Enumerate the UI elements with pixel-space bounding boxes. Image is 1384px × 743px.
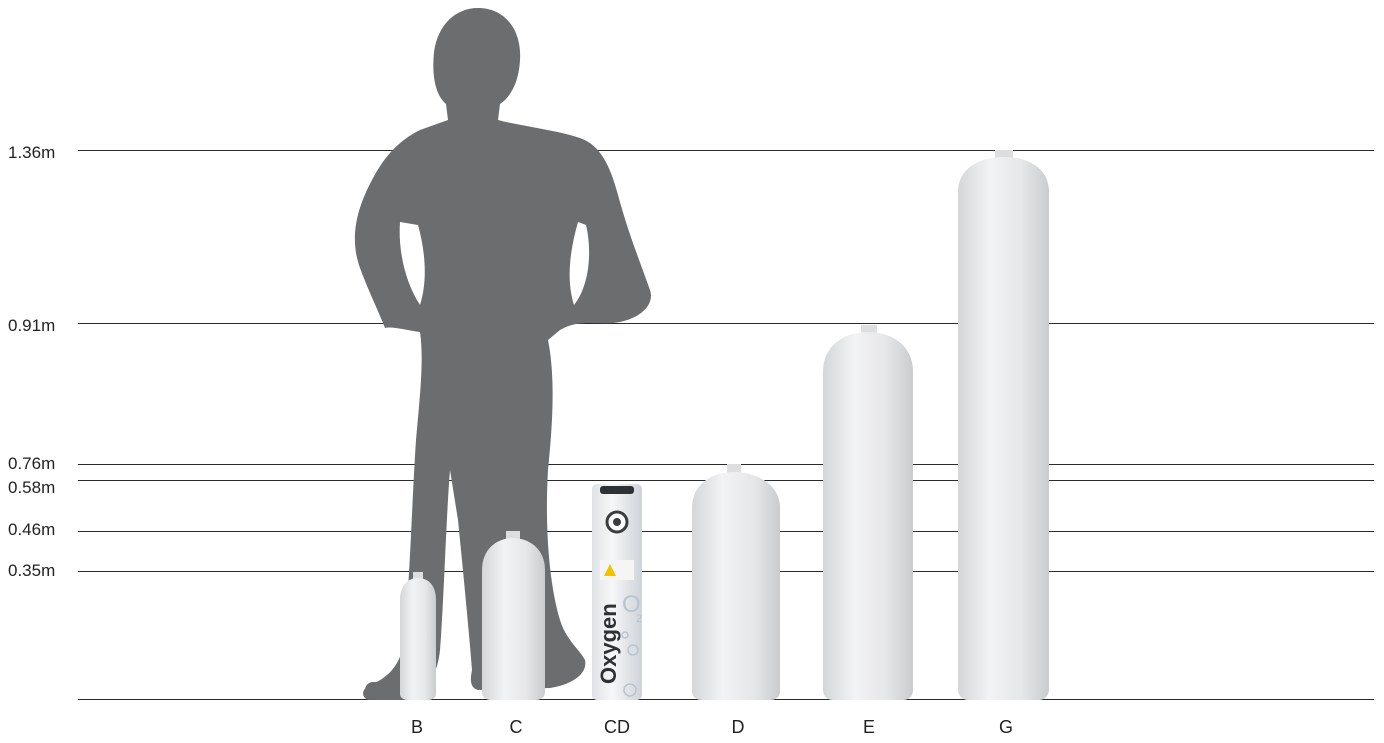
- cd-o2-symbol: O: [622, 591, 641, 618]
- cylinder-e: [823, 325, 913, 700]
- marker-line-0.76m: [78, 464, 1374, 465]
- cylinder-d: [692, 464, 780, 700]
- cylinder-g: [958, 150, 1049, 700]
- height-label: 1.36m: [8, 143, 56, 162]
- marker-line-0.91m: [78, 323, 1374, 324]
- cylinder-label-e: E: [862, 717, 875, 737]
- height-label: 0.91m: [8, 316, 56, 335]
- cylinder-cd: Oxygen O 2: [592, 484, 642, 700]
- cd-o2-subscript: 2: [636, 613, 642, 625]
- height-label: 0.46m: [8, 520, 56, 539]
- cylinder-b: [400, 572, 436, 700]
- cylinder-label-b: B: [410, 717, 423, 737]
- cd-oxygen-text: Oxygen: [596, 603, 621, 684]
- cylinder-label-cd: CD: [604, 717, 630, 737]
- cylinder-label-c: C: [509, 717, 523, 737]
- cylinder-label-d: D: [731, 717, 745, 737]
- cylinder-label-g: G: [998, 717, 1013, 737]
- cylinder-c: [482, 531, 545, 700]
- height-label: 0.35m: [8, 561, 56, 580]
- marker-line-1.36m: [78, 150, 1374, 151]
- height-label: 0.76m: [8, 454, 56, 473]
- person-silhouette: [354, 8, 651, 700]
- height-label: 0.58m: [8, 478, 56, 497]
